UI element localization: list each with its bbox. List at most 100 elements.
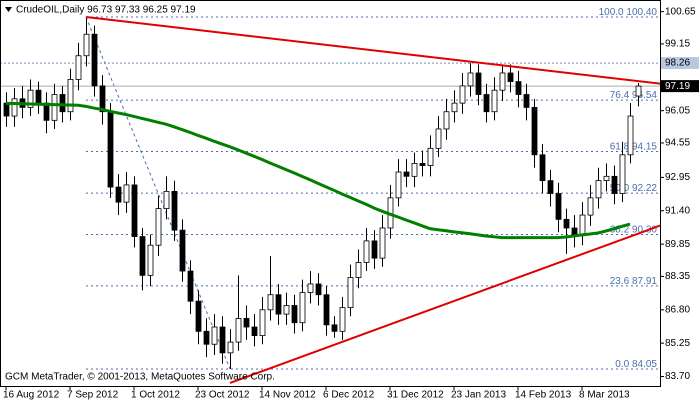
candle-body [443,111,450,130]
candle-body [579,214,586,235]
candle-body [315,283,322,296]
candle-body [635,85,642,97]
x-tick-label: 23 Jan 2013 [451,390,506,401]
candle-body [419,162,426,166]
candle-body [491,89,498,113]
y-tick-label: 94.55 [665,138,690,149]
menu-icon [5,7,12,12]
candle-body [523,94,530,108]
candle-body [139,236,146,276]
y-tick-label: 88.35 [665,271,690,282]
candle-body [235,318,242,343]
candle-body [179,229,186,272]
candle-body [211,326,218,345]
candle-body [99,85,106,113]
candle-body [11,98,18,117]
candle-body [67,79,74,113]
candle-body [307,283,314,293]
candle-body [347,277,354,309]
x-tick-label: 8 Mar 2013 [579,390,630,401]
candle-body [27,89,34,108]
fibonacci-label: 23.6 87.91 [610,276,658,287]
x-tick-label: 31 Dec 2012 [387,390,444,401]
candle-body [555,193,562,220]
candle-body [499,72,506,91]
candle-body [331,324,338,332]
fibonacci-price: 92.22 [632,183,657,194]
candle-body [547,180,554,194]
candle-body [283,305,290,315]
candle-body [195,300,202,332]
candle-body [395,171,402,199]
candle-body [627,115,634,156]
candle-body [75,55,82,80]
y-tick-label: 91.40 [665,205,690,216]
candle-body [131,184,138,237]
candle-body [51,94,58,121]
x-tick-label: 7 Sep 2012 [67,390,119,401]
candle-body [323,294,330,326]
candle-body [539,154,546,182]
last-price-box [661,80,699,93]
y-tick-label: 92.95 [665,172,690,183]
candle-body [459,85,466,104]
candle-body [507,72,514,82]
candle-body [411,162,418,177]
last-price-label: 97.19 [665,81,690,92]
fibonacci-ratio: 76.4 [610,90,630,101]
candle-body [187,270,194,302]
candle-body [451,102,458,113]
fibonacci-ratio: 38.2 [610,224,630,235]
fibonacci-price: 96.54 [632,90,657,101]
candle-body [587,197,594,216]
candle-body [467,72,474,87]
price-box [661,57,699,70]
chart-title: CrudeOIL,Daily 96.73 97.33 96.25 97.19 [16,5,196,16]
price-box-label: 98.26 [665,58,690,69]
x-tick-label: 14 Feb 2013 [515,390,572,401]
fibonacci-price: 94.15 [632,141,657,152]
candle-body [355,262,362,278]
candle-body [227,341,234,354]
fibonacci-label: 61.8 94.15 [610,141,658,152]
candle-body [243,318,250,328]
x-tick-label: 14 Nov 2012 [259,390,316,401]
candle-body [379,227,386,259]
candle-body [611,175,618,194]
candle-body [123,184,130,203]
y-tick-label: 96.05 [665,105,690,116]
trendline [85,16,660,85]
candle-body [259,309,266,337]
y-tick-label: 85.25 [665,338,690,349]
fibonacci-label: 76.4 96.54 [610,90,658,101]
footer: GCM MetaTrader, © 2001-2013, MetaQuotes … [5,372,275,383]
fibonacci-label: 0.0 84.05 [615,359,657,370]
candle-body [603,175,610,182]
candle-body [339,307,346,332]
y-tick-label: 83.70 [665,371,690,382]
candle-body [147,244,154,276]
x-tick-label: 16 Aug 2012 [3,390,60,401]
candle-body [371,240,378,259]
candle-body [475,72,482,95]
candle-body [595,180,602,199]
candle-body [299,292,306,324]
fibonacci-price: 100.40 [626,7,657,18]
candle-body [571,227,578,235]
candle-body [291,305,298,324]
candle-body [515,81,522,95]
candle-body [275,294,282,315]
fibonacci-price: 84.05 [632,359,657,370]
candle-body [435,128,442,149]
y-tick-label: 86.80 [665,304,690,315]
fibonacci-ratio: 61.8 [610,141,630,152]
candle-body [219,326,226,354]
candle-body [531,107,538,156]
moving-average [5,101,631,240]
fibonacci-ratio: 0.0 [615,359,629,370]
candle-body [363,240,370,263]
y-tick-label: 100.65 [665,6,696,17]
candle-body [251,326,258,337]
candle-body [35,89,42,104]
